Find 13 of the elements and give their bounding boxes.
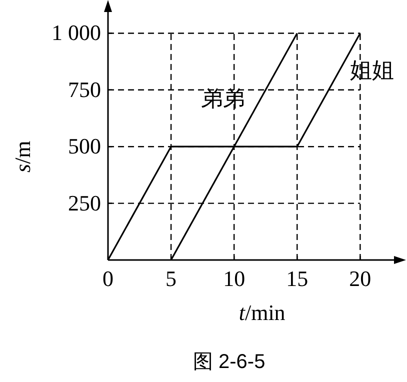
series-label: 姐姐: [350, 58, 394, 82]
caption: 图 2-6-5: [192, 351, 266, 373]
y-tick-label: 750: [68, 76, 101, 102]
y-axis-title: s/m: [10, 140, 35, 173]
x-tick-label: 0: [102, 266, 114, 291]
x-tick-label: 15: [286, 266, 308, 291]
x-tick-label: 10: [223, 266, 246, 291]
y-tick-label: 1 000: [52, 20, 101, 46]
y-tick-label: 500: [68, 134, 101, 159]
x-axis-title: t/min: [238, 300, 286, 325]
y-tick-label: 250: [68, 190, 101, 216]
x-tick-label: 5: [166, 266, 177, 291]
x-tick-label: 20: [349, 266, 372, 291]
